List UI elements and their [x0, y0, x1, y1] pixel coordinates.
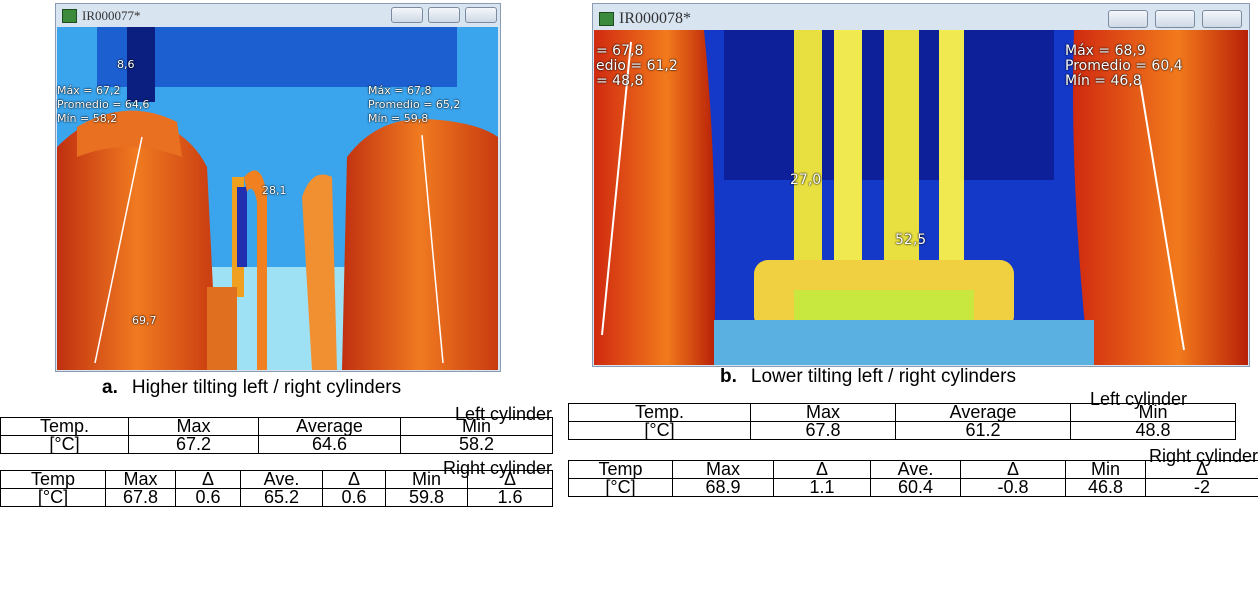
header-cell: Max [129, 418, 259, 436]
overlay-label: 8,6 [117, 58, 135, 71]
page: {"panels": [ {"window_title": "IR000077*… [0, 0, 1258, 596]
header-cell: Δ [176, 471, 241, 489]
overlay-label: 52,5 [895, 232, 926, 248]
close-button[interactable] [465, 7, 497, 23]
overlay-label: Mín = 59,8 [368, 112, 428, 125]
caption-letter: a. [102, 377, 118, 398]
header-cell: Max [106, 471, 176, 489]
header-cell: Max [751, 404, 896, 422]
header-cell: Δ [323, 471, 386, 489]
caption-text: Higher tilting left / right cylinders [132, 377, 401, 398]
header-cell: Ave. [241, 471, 323, 489]
cell: 68.9 [673, 479, 774, 497]
cell: 58.2 [401, 436, 553, 454]
window-title: IR000077* [82, 8, 141, 24]
cell: 46.8 [1066, 479, 1146, 497]
header-cell: Temp. [569, 404, 751, 422]
cell: 65.2 [241, 489, 323, 507]
overlay-label: Promedio = 60,4 [1065, 58, 1183, 74]
cell: -0.8 [961, 479, 1066, 497]
overlay-label: Promedio = 64,6 [57, 98, 149, 111]
minimize-button[interactable] [1108, 10, 1148, 28]
cell: 64.6 [259, 436, 401, 454]
overlay-label: edio = 61,2 [596, 58, 678, 74]
cell: 48.8 [1071, 422, 1236, 440]
caption: b. Lower tilting left / right cylinders [720, 366, 1016, 388]
header-cell: Max [673, 461, 774, 479]
window-title: IR000078* [619, 10, 691, 28]
cell: 1.6 [468, 489, 553, 507]
overlay-label: 28,1 [262, 184, 287, 197]
cell: 67.8 [106, 489, 176, 507]
header-cell: Average [259, 418, 401, 436]
close-button[interactable] [1202, 10, 1242, 28]
header-cell: Temp [569, 461, 673, 479]
header-cell: Min [1066, 461, 1146, 479]
thermal-image [594, 30, 1248, 365]
overlay-label: 27,0 [790, 172, 821, 188]
header-cell: Ave. [871, 461, 961, 479]
caption: a. Higher tilting left / right cylinders [102, 377, 401, 399]
header-cell: Δ [774, 461, 871, 479]
cell: 1.1 [774, 479, 871, 497]
overlay-label: Promedio = 65,2 [368, 98, 460, 111]
cell: -2 [1146, 479, 1258, 497]
cell: [°C] [1, 489, 106, 507]
overlay-label: Mín = 46,8 [1065, 73, 1142, 89]
caption-letter: b. [720, 366, 737, 387]
cell: 67.8 [751, 422, 896, 440]
header-cell: Δ [1146, 461, 1258, 479]
cell: 0.6 [323, 489, 386, 507]
overlay-label: Máx = 68,9 [1065, 43, 1146, 59]
header-cell: Min [401, 418, 553, 436]
caption-text: Lower tilting left / right cylinders [751, 366, 1016, 387]
cell: 0.6 [176, 489, 241, 507]
overlay-label: Máx = 67,8 [368, 84, 431, 97]
header-cell: Min [386, 471, 468, 489]
window-icon [62, 9, 77, 23]
overlay-label: Máx = 67,2 [57, 84, 120, 97]
cell: 60.4 [871, 479, 961, 497]
header-cell: Δ [468, 471, 553, 489]
maximize-button[interactable] [428, 7, 460, 23]
overlay-label: Mín = 58,2 [57, 112, 117, 125]
cell: 59.8 [386, 489, 468, 507]
cell: [°C] [1, 436, 129, 454]
overlay-label: = 48,8 [596, 73, 643, 89]
cell: [°C] [569, 422, 751, 440]
header-cell: Temp [1, 471, 106, 489]
cell: [°C] [569, 479, 673, 497]
header-cell: Min [1071, 404, 1236, 422]
header-cell: Temp. [1, 418, 129, 436]
cell: 67.2 [129, 436, 259, 454]
thermal-image [57, 27, 498, 370]
window-icon [599, 12, 614, 26]
header-cell: Average [896, 404, 1071, 422]
maximize-button[interactable] [1155, 10, 1195, 28]
overlay-label: = 67,8 [596, 43, 643, 59]
header-cell: Δ [961, 461, 1066, 479]
minimize-button[interactable] [391, 7, 423, 23]
cell: 61.2 [896, 422, 1071, 440]
overlay-label: 69,7 [132, 314, 157, 327]
